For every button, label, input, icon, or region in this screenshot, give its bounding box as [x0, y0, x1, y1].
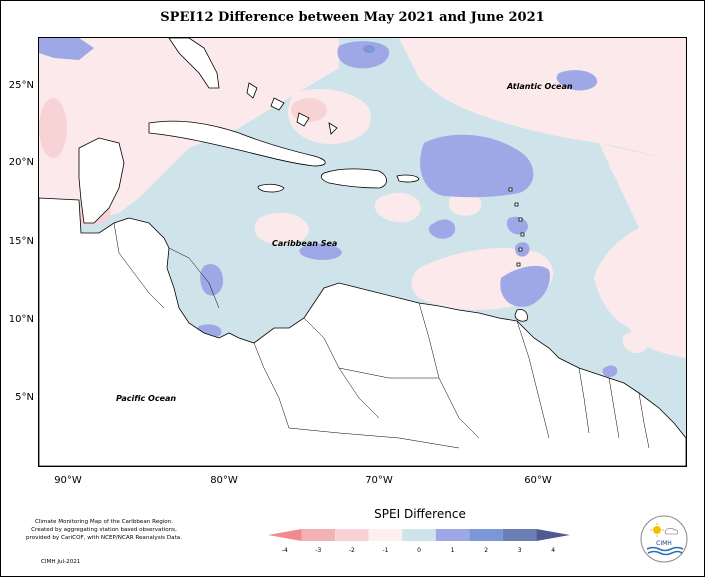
y-label-10n: 10°N [8, 314, 34, 325]
legend-title: SPEI Difference [374, 507, 466, 521]
legend-swatch [536, 529, 570, 541]
legend-tick-label: 0 [417, 547, 421, 554]
sun-icon [653, 526, 661, 534]
legend-swatch [469, 529, 503, 541]
legend-swatch [435, 529, 470, 541]
legend-tick-label: 4 [551, 547, 555, 554]
x-label-80w: 80°W [210, 475, 238, 486]
x-label-60w: 60°W [524, 475, 552, 486]
y-label-5n: 5°N [15, 392, 34, 403]
map-area [38, 37, 687, 467]
atlantic-ocean-label: Atlantic Ocean [507, 82, 573, 91]
cimh-logo: CIMH [639, 514, 689, 564]
credit-line: Created by aggregating station based obs… [31, 527, 177, 533]
map-title: SPEI12 Difference between May 2021 and J… [160, 10, 545, 25]
caribbean-sea-label: Caribbean Sea [272, 239, 338, 248]
credit-footer: CIMH Jul-2021 [41, 559, 81, 565]
legend-colorbar: -4 -3 -2 -1 0 1 2 3 4 [258, 527, 580, 555]
legend-swatch [335, 529, 369, 541]
legend-swatch [301, 529, 336, 541]
legend-swatch [402, 529, 436, 541]
map-svg [39, 38, 686, 466]
credit-line: provided by CariCOF, with NCEP/NCAR Rean… [26, 535, 182, 541]
legend-tick-label: 3 [518, 547, 522, 554]
legend-tick-label: 1 [451, 547, 455, 554]
land [39, 38, 686, 466]
x-label-70w: 70°W [365, 475, 393, 486]
borders [113, 222, 650, 449]
logo-svg: CIMH [640, 515, 688, 563]
legend-swatch [502, 529, 537, 541]
legend-tick-label: 2 [484, 547, 488, 554]
credit-line: Climate Monitoring Map of the Caribbean … [34, 519, 174, 525]
legend-tick-label: -3 [315, 547, 321, 554]
x-label-90w: 90°W [54, 475, 82, 486]
y-label-15n: 15°N [8, 236, 34, 247]
legend-swatch [268, 529, 302, 541]
legend-tick-label: -1 [382, 547, 388, 554]
cloud-icon [664, 527, 679, 535]
pacific-ocean-label: Pacific Ocean [116, 394, 177, 403]
legend-tick-label: -2 [349, 547, 355, 554]
legend-svg: -4 -3 -2 -1 0 1 2 3 4 [268, 529, 570, 554]
credits-block: Climate Monitoring Map of the Caribbean … [18, 518, 190, 542]
y-label-25n: 25°N [8, 80, 34, 91]
logo-text: CIMH [656, 540, 672, 547]
legend-tick-label: -4 [282, 547, 288, 554]
y-label-20n: 20°N [8, 157, 34, 168]
legend-swatch [368, 529, 403, 541]
positive-core [363, 45, 375, 53]
